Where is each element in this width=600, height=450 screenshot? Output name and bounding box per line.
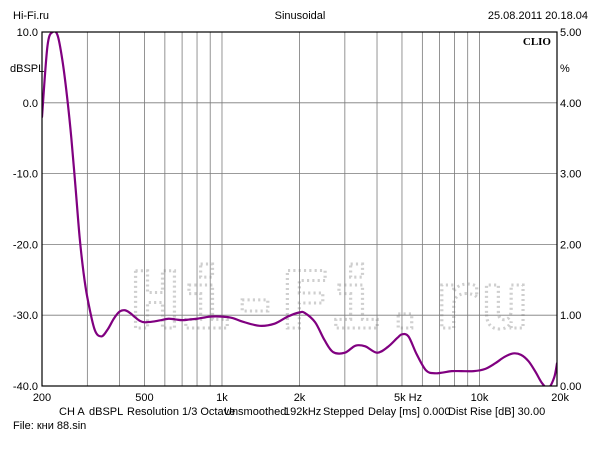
y-tick-labels: 10.0 0.0 -10.0 -20.0 -30.0 -40.0 xyxy=(13,27,38,393)
y2-tick-labels: 5.00 4.00 3.00 2.00 1.00 0.00 xyxy=(560,27,581,393)
y-tick-label: -20.0 xyxy=(13,239,38,251)
grid xyxy=(42,31,557,387)
measurement-datetime: 25.08.2011 20.18.04 xyxy=(488,10,588,22)
x-tick-label: 5k Hz xyxy=(394,392,422,404)
y2-tick-label: 2.00 xyxy=(560,239,581,251)
y-axis-unit-right: % xyxy=(560,63,570,75)
measurement-setting: Dist Rise [dB] 30.00 xyxy=(448,406,545,418)
y2-tick-label: 3.00 xyxy=(560,169,581,181)
measurement-mode: Sinusoidal xyxy=(275,10,326,22)
file-name: File: кни 88.sin xyxy=(13,420,86,432)
site-name: Hi-Fi.ru xyxy=(13,10,49,22)
y2-tick-label: 1.00 xyxy=(560,310,581,322)
x-tick-label: 20k xyxy=(551,392,569,404)
y2-tick-label: 0.00 xyxy=(560,381,581,393)
measurement-setting: Unsmoothed xyxy=(224,406,286,418)
y2-tick-label: 4.00 xyxy=(560,98,581,110)
measurement-settings: CH A dBSPL Resolution 1/3 OctaveUnsmoothed… xyxy=(59,406,545,418)
y-tick-label: 0.0 xyxy=(23,98,38,110)
measurement-setting: Delay [ms] 0.000 xyxy=(368,406,451,418)
watermark-text: Hi-Fi.ru xyxy=(130,257,530,347)
response-curve xyxy=(42,32,557,386)
x-tick-label: 500 xyxy=(135,392,153,404)
y-tick-label: -30.0 xyxy=(13,310,38,322)
plot-frame xyxy=(41,31,558,387)
x-tick-label: 2k xyxy=(294,392,306,404)
measurement-setting: Stepped xyxy=(323,406,364,418)
x-tick-label: 200 xyxy=(33,392,51,404)
y2-tick-label: 5.00 xyxy=(560,27,581,39)
clio-logo: CLIO xyxy=(523,36,552,48)
measurement-setting: Resolution 1/3 Octave xyxy=(127,406,235,418)
y-axis-unit-left: dBSPL xyxy=(10,63,44,75)
measurement-setting: dBSPL xyxy=(89,406,123,418)
x-tick-labels: 200 500 1k 2k 5k Hz 10k 20k xyxy=(33,392,570,404)
y-tick-label: -10.0 xyxy=(13,169,38,181)
x-tick-label: 10k xyxy=(471,392,489,404)
y-tick-label: -40.0 xyxy=(13,381,38,393)
y-tick-label: 10.0 xyxy=(17,27,38,39)
x-tick-label: 1k xyxy=(216,392,228,404)
watermark: Hi-Fi.ru xyxy=(129,256,532,349)
measurement-setting: CH A xyxy=(59,406,85,418)
measurement-setting: 192kHz xyxy=(284,406,321,418)
curve-layer xyxy=(42,32,557,386)
